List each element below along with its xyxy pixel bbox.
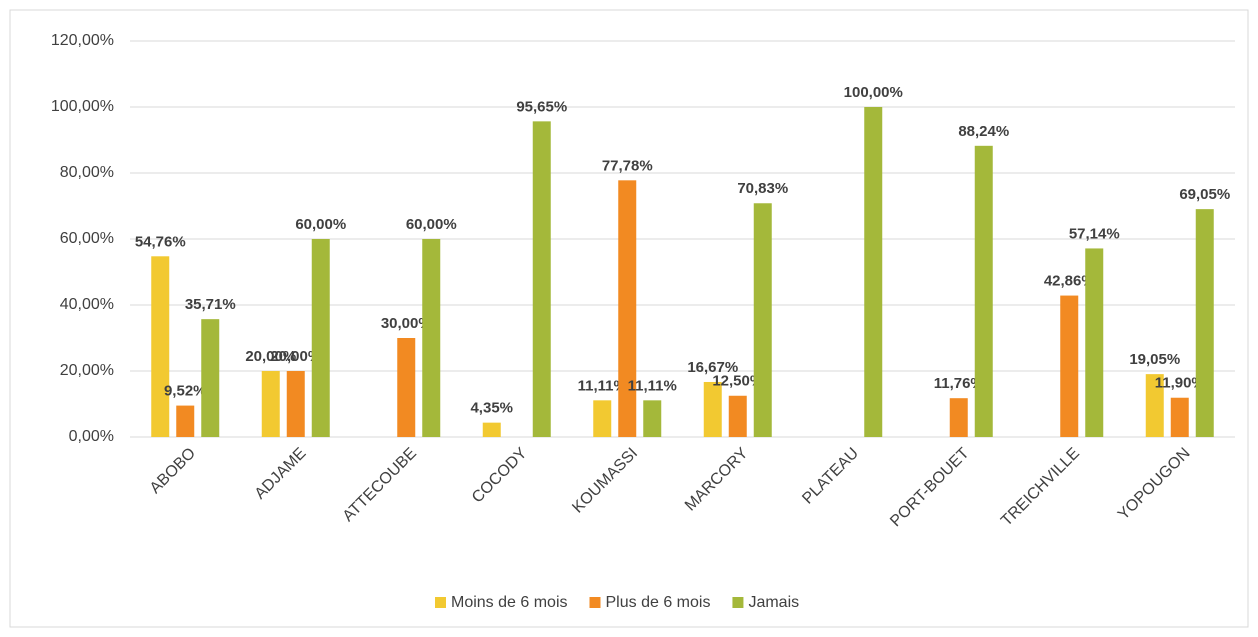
bar [1170, 397, 1189, 437]
legend-label: Moins de 6 mois [451, 594, 568, 611]
bar [949, 398, 968, 437]
value-label: 9,52% [164, 383, 207, 400]
bar [1195, 209, 1214, 437]
y-tick-label: 20,00% [60, 362, 114, 379]
value-label: 4,35% [470, 400, 513, 417]
bar [618, 180, 637, 438]
value-label: 54,76% [135, 233, 186, 250]
bar [286, 371, 305, 437]
value-label: 35,71% [185, 296, 236, 313]
value-label: 57,14% [1069, 225, 1120, 242]
value-label: 20,00% [270, 348, 321, 365]
legend-label: Jamais [748, 594, 799, 611]
value-label: 11,11% [628, 377, 677, 394]
bar [176, 405, 195, 437]
y-tick-label: 120,00% [51, 32, 114, 49]
value-label: 95,65% [516, 98, 567, 115]
value-label: 69,05% [1179, 186, 1230, 203]
bar [974, 145, 993, 438]
bar [1060, 295, 1079, 437]
legend-swatch [435, 597, 446, 608]
bar [397, 338, 416, 437]
value-label: 19,05% [1129, 351, 1180, 368]
value-label: 11,90% [1155, 375, 1205, 392]
legend-label: Plus de 6 mois [606, 594, 711, 611]
y-tick-label: 0,00% [69, 428, 114, 445]
y-tick-label: 80,00% [60, 164, 114, 181]
bar [728, 395, 747, 437]
bar [532, 121, 551, 437]
value-label: 88,24% [958, 123, 1009, 140]
legend-swatch [589, 597, 601, 608]
value-label: 100,00% [844, 84, 903, 101]
bar [311, 239, 330, 437]
value-label: 11,11% [578, 377, 627, 394]
bar [482, 422, 501, 437]
value-label: 77,78% [602, 157, 653, 174]
bar [201, 319, 220, 437]
bar [1145, 374, 1164, 437]
bar [593, 400, 612, 437]
bar [643, 400, 662, 437]
value-label: 70,83% [737, 180, 788, 197]
value-label: 16,67% [687, 359, 738, 376]
value-label: 30,00% [381, 315, 432, 332]
bar [151, 256, 170, 437]
value-label: 60,00% [295, 216, 346, 233]
bar [703, 381, 722, 437]
bar [261, 371, 280, 437]
value-label: 60,00% [406, 216, 457, 233]
bar [864, 107, 883, 437]
legend-swatch [732, 597, 744, 608]
y-tick-label: 100,00% [51, 98, 114, 115]
bar [422, 239, 441, 437]
y-tick-label: 60,00% [60, 230, 114, 247]
y-tick-label: 40,00% [60, 296, 114, 313]
value-label: 20,00% [245, 348, 296, 365]
value-label: 11,76% [934, 375, 984, 392]
value-label: 12,50% [712, 373, 763, 390]
bar [1085, 248, 1104, 437]
bar [753, 203, 772, 437]
value-label: 42,86% [1044, 273, 1095, 290]
